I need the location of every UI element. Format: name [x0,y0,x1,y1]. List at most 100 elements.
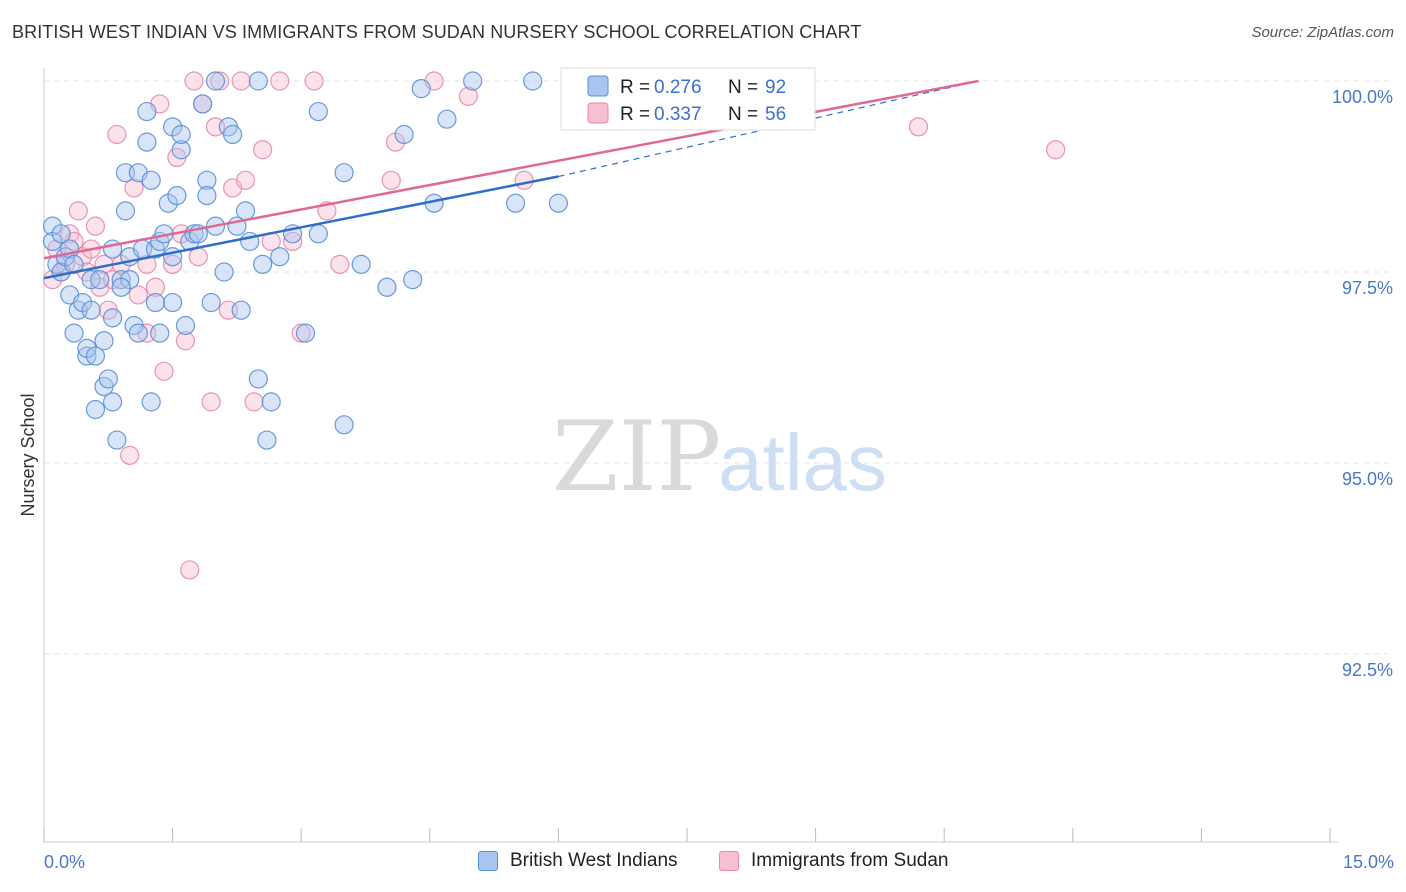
chart-source: Source: ZipAtlas.com [1251,24,1394,41]
data-point [98,369,118,389]
y-tick-label: 100.0% [1332,87,1393,107]
data-point [231,300,251,320]
legend-n-label: N = [728,77,758,98]
trend-line-pink [43,79,979,260]
data-point [197,186,217,206]
trend-lines [43,79,979,280]
data-point [163,254,183,274]
chart-title: BRITISH WEST INDIAN VS IMMIGRANTS FROM S… [12,22,862,42]
data-point [81,300,101,320]
data-point [68,201,88,221]
data-point [235,170,256,190]
y-tick-label: 95.0% [1342,469,1393,489]
data-point [458,86,478,106]
data-point [295,323,316,343]
data-point [248,71,268,91]
legend-n-value: 56 [765,104,786,125]
data-point [308,101,328,122]
grid-lines [44,80,1392,655]
legend-n-value: 92 [765,77,786,98]
data-point [291,323,311,343]
data-point [377,277,397,297]
watermark-atlas: atlas [718,418,887,507]
watermark-zip: ZIP [552,401,721,513]
bottom-legend: British West Indians Immigrants from Sud… [0,850,1406,880]
legend-n-label: N = [728,104,758,125]
data-point [150,323,170,343]
data-point [85,346,106,366]
data-point [223,124,243,145]
data-point [90,270,110,290]
data-point [244,392,264,412]
legend-r-label: R = [620,104,650,125]
data-point [235,201,256,221]
data-point [124,178,144,198]
y-tick-label: 97.5% [1342,278,1393,298]
data-point [231,71,251,91]
data-point [175,315,196,336]
data-point [141,170,161,190]
legend-swatch-pink [719,851,739,871]
data-point [253,140,273,160]
data-point [51,224,71,244]
data-point [214,262,234,282]
data-point [908,117,929,137]
data-point [548,193,569,213]
data-point [205,71,226,91]
data-point [270,247,290,267]
y-axis-label: Nursery School [18,393,38,516]
data-point [248,369,268,389]
data-point [184,71,204,91]
data-point [257,430,277,450]
data-point [463,71,483,91]
data-point [154,361,174,381]
x-tick-label-max: 15.0% [1342,852,1394,872]
data-point [334,415,354,435]
legend-r-value: 0.276 [654,77,702,98]
data-point [115,201,136,221]
legend-label-immigrants-from-sudan: Immigrants from Sudan [751,850,949,871]
data-point [85,216,106,236]
data-point [137,101,157,122]
data-point [394,124,414,145]
y-tick-labels: 100.0% 97.5% 95.0% 92.5% [1332,87,1393,680]
data-point [437,109,457,129]
data-point [330,254,350,274]
legend-item-british-west-indians: British West Indians [478,850,678,872]
data-point [145,277,166,297]
data-point [107,430,127,450]
data-point [137,132,157,152]
data-point [111,277,131,297]
data-point [171,124,191,145]
legend-swatch-blue [478,851,498,871]
data-point [261,392,281,412]
data-point [253,254,273,274]
legend-r-value: 0.337 [654,104,702,125]
data-point [171,140,191,160]
data-point [175,331,196,351]
data-point [514,170,534,190]
data-point [102,308,123,328]
data-point [167,186,187,206]
data-point [270,71,290,91]
data-point [141,392,161,412]
legend-label-british-west-indians: British West Indians [510,850,678,871]
data-point [120,445,140,465]
data-point [505,193,526,213]
data-point [102,392,123,412]
data-point [334,163,354,183]
data-point [304,71,324,91]
legend-r-label: R = [620,77,650,98]
data-point [193,94,213,114]
data-point [180,560,200,580]
legend-swatch-blue [587,75,609,97]
data-point [381,170,401,190]
data-point [351,254,371,274]
data-point [283,231,303,252]
data-point [210,71,230,91]
legend-item-immigrants-from-sudan: Immigrants from Sudan [719,850,948,872]
data-point [64,323,84,343]
data-point [411,79,431,99]
data-point [308,224,328,244]
